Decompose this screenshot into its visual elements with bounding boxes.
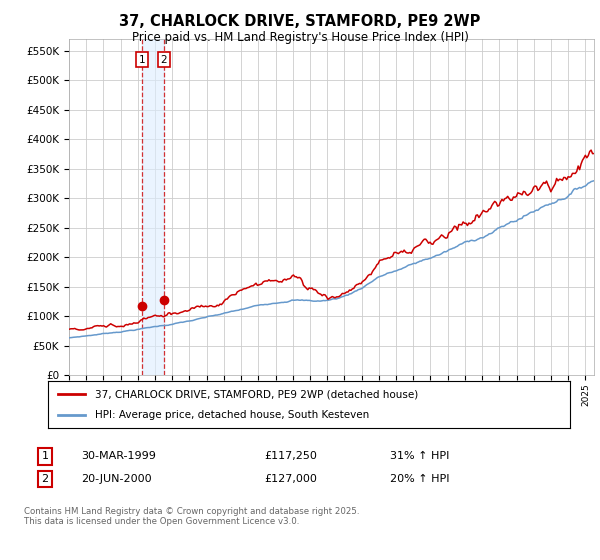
Bar bbox=[142, 39, 164, 375]
Text: £127,000: £127,000 bbox=[264, 474, 317, 484]
Text: 37, CHARLOCK DRIVE, STAMFORD, PE9 2WP (detached house): 37, CHARLOCK DRIVE, STAMFORD, PE9 2WP (d… bbox=[95, 389, 418, 399]
Text: 2: 2 bbox=[160, 55, 167, 65]
Text: 20% ↑ HPI: 20% ↑ HPI bbox=[390, 474, 449, 484]
Text: Contains HM Land Registry data © Crown copyright and database right 2025.
This d: Contains HM Land Registry data © Crown c… bbox=[24, 507, 359, 526]
Text: 1: 1 bbox=[139, 55, 145, 65]
Text: 20-JUN-2000: 20-JUN-2000 bbox=[81, 474, 152, 484]
Text: £117,250: £117,250 bbox=[264, 451, 317, 461]
Text: 37, CHARLOCK DRIVE, STAMFORD, PE9 2WP: 37, CHARLOCK DRIVE, STAMFORD, PE9 2WP bbox=[119, 14, 481, 29]
Text: 2: 2 bbox=[41, 474, 49, 484]
Text: Price paid vs. HM Land Registry's House Price Index (HPI): Price paid vs. HM Land Registry's House … bbox=[131, 31, 469, 44]
Text: 1: 1 bbox=[41, 451, 49, 461]
Text: 30-MAR-1999: 30-MAR-1999 bbox=[81, 451, 156, 461]
Text: HPI: Average price, detached house, South Kesteven: HPI: Average price, detached house, Sout… bbox=[95, 410, 369, 420]
Text: 31% ↑ HPI: 31% ↑ HPI bbox=[390, 451, 449, 461]
